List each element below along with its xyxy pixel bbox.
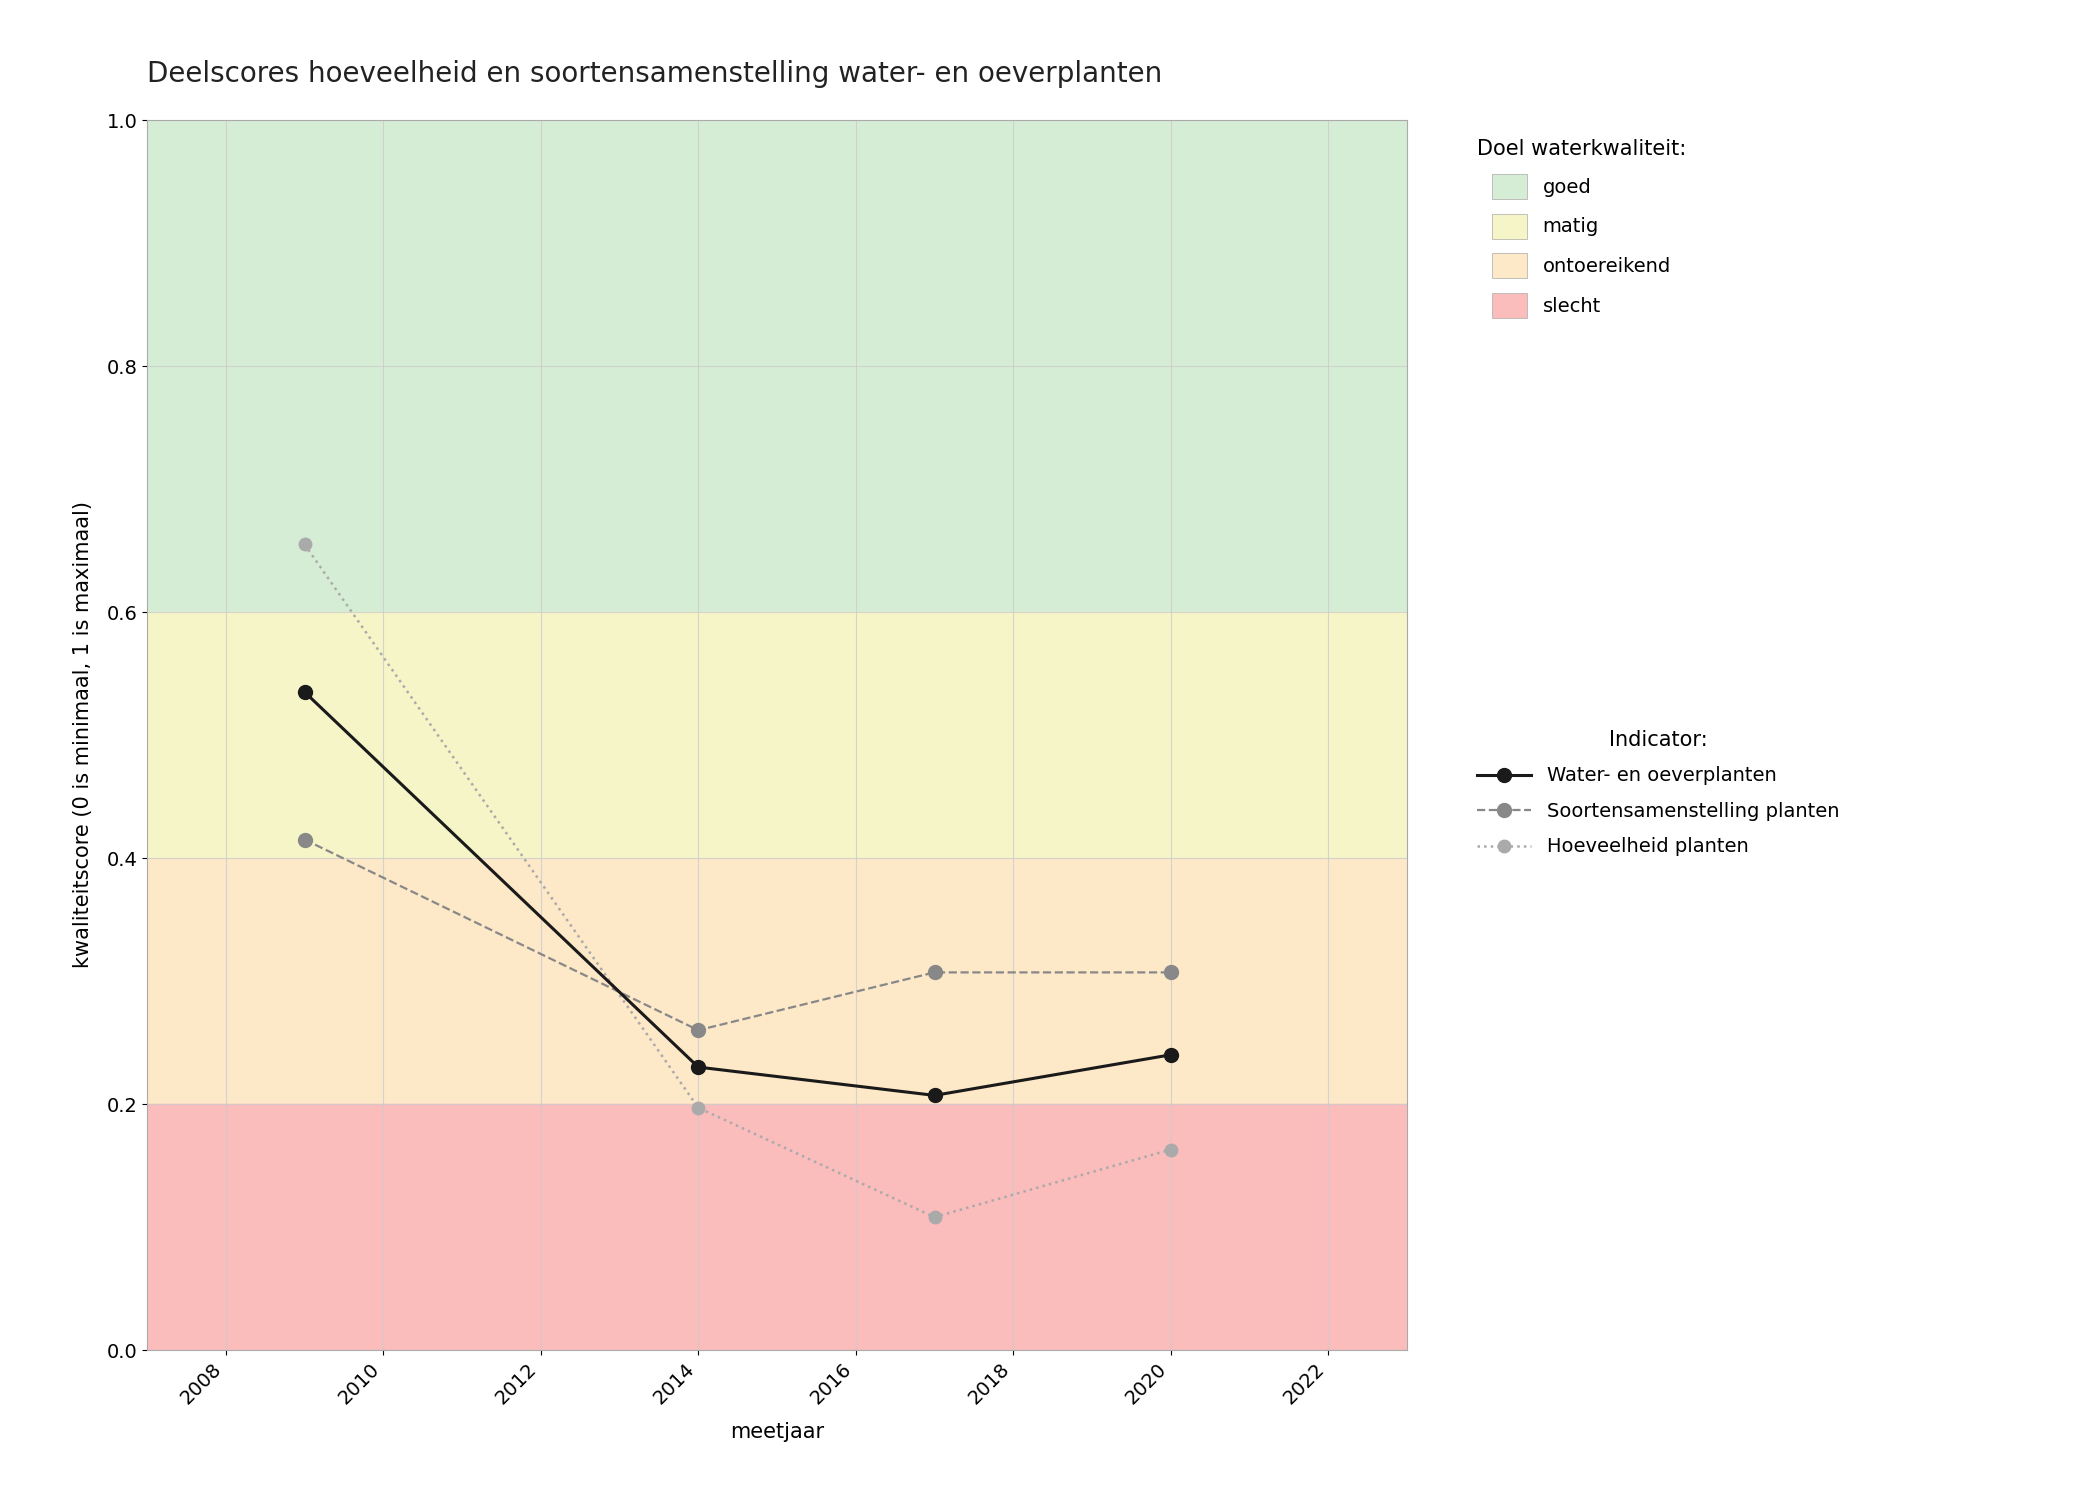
X-axis label: meetjaar: meetjaar — [731, 1422, 823, 1442]
Legend: Water- en oeverplanten, Soortensamenstelling planten, Hoeveelheid planten: Water- en oeverplanten, Soortensamenstel… — [1468, 720, 1850, 866]
Y-axis label: kwaliteitscore (0 is minimaal, 1 is maximaal): kwaliteitscore (0 is minimaal, 1 is maxi… — [74, 501, 92, 969]
Bar — [147, 120, 1407, 612]
Text: Deelscores hoeveelheid en soortensamenstelling water- en oeverplanten: Deelscores hoeveelheid en soortensamenst… — [147, 60, 1161, 88]
Bar — [147, 1104, 1407, 1350]
Bar — [147, 612, 1407, 858]
Bar — [147, 858, 1407, 1104]
